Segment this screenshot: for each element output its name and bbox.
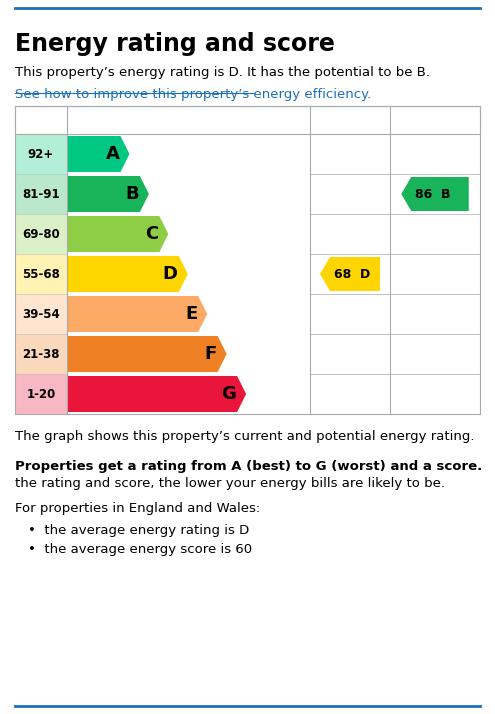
- Text: 92+: 92+: [28, 148, 54, 161]
- Bar: [15, 334, 67, 374]
- Text: 86  B: 86 B: [415, 188, 451, 201]
- Text: 68  D: 68 D: [334, 268, 370, 281]
- Text: See how to improve this property’s energy efficiency.: See how to improve this property’s energ…: [15, 88, 371, 101]
- Bar: [15, 106, 480, 414]
- Bar: [15, 106, 480, 134]
- Text: 39-54: 39-54: [22, 308, 60, 321]
- Text: 55-68: 55-68: [22, 268, 60, 281]
- Polygon shape: [67, 256, 188, 292]
- Text: B: B: [125, 185, 139, 203]
- Bar: [15, 134, 67, 174]
- Text: C: C: [145, 225, 158, 243]
- Text: D: D: [163, 265, 178, 283]
- Bar: [15, 214, 67, 254]
- Text: E: E: [185, 305, 197, 323]
- Polygon shape: [401, 177, 469, 211]
- Text: Potential: Potential: [403, 114, 467, 126]
- Text: F: F: [204, 345, 217, 363]
- Text: 81-91: 81-91: [22, 188, 60, 201]
- Text: 1-20: 1-20: [26, 388, 55, 401]
- Text: The graph shows this property’s current and potential energy rating.: The graph shows this property’s current …: [15, 430, 475, 443]
- Text: the rating and score, the lower your energy bills are likely to be.: the rating and score, the lower your ene…: [15, 477, 445, 490]
- Polygon shape: [67, 216, 168, 252]
- Text: Properties get a rating from A (best) to G (worst) and a score.: Properties get a rating from A (best) to…: [15, 460, 482, 473]
- Bar: [15, 174, 67, 214]
- Polygon shape: [67, 336, 227, 372]
- Text: 69-80: 69-80: [22, 228, 60, 241]
- Text: •  the average energy rating is D: • the average energy rating is D: [28, 524, 249, 537]
- Text: 21-38: 21-38: [22, 348, 60, 361]
- Polygon shape: [67, 176, 149, 212]
- Polygon shape: [67, 376, 246, 412]
- Text: Score: Score: [21, 114, 61, 126]
- Text: For properties in England and Wales:: For properties in England and Wales:: [15, 502, 260, 515]
- Text: Current: Current: [323, 114, 377, 126]
- Polygon shape: [67, 296, 207, 332]
- Text: •  the average energy score is 60: • the average energy score is 60: [28, 543, 252, 556]
- Polygon shape: [320, 257, 380, 291]
- Bar: [15, 374, 67, 414]
- Text: A: A: [105, 145, 119, 163]
- Text: G: G: [221, 385, 236, 403]
- Text: Energy rating: Energy rating: [75, 114, 171, 126]
- Text: This property’s energy rating is D. It has the potential to be B.: This property’s energy rating is D. It h…: [15, 66, 430, 79]
- Text: Energy rating and score: Energy rating and score: [15, 32, 335, 56]
- Polygon shape: [67, 136, 130, 172]
- Bar: [15, 254, 67, 294]
- Bar: [15, 294, 67, 334]
